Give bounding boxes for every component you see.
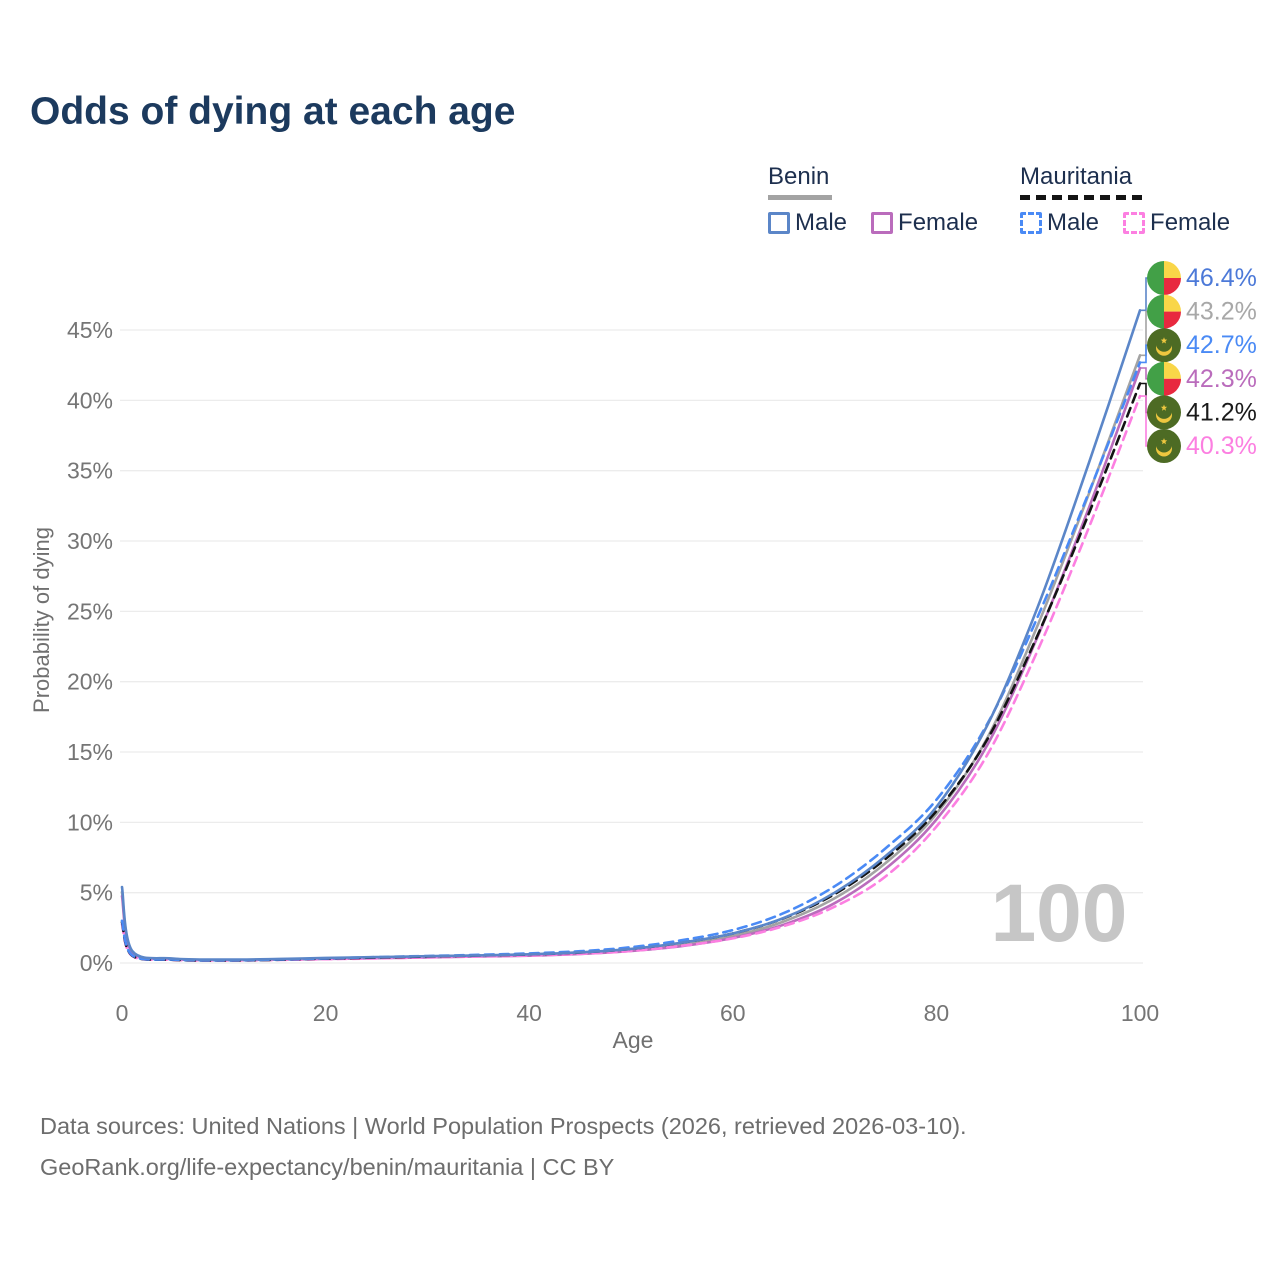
series-line-mauritania-female[interactable] — [120, 394, 1142, 962]
end-value-label-mauritania-both-sexes: 41.2% — [1186, 398, 1257, 426]
benin-green-band — [1147, 361, 1164, 396]
benin-yellow-band — [1164, 361, 1181, 379]
benin-green-band — [1147, 261, 1164, 295]
y-tick-label: 20% — [67, 669, 113, 695]
leader-line — [1140, 395, 1148, 447]
x-tick-label: 40 — [516, 1000, 542, 1026]
legend-items-mauritania: Male Female — [1020, 209, 1230, 237]
y-tick-label: 30% — [67, 528, 113, 554]
legend-item-label: Female — [898, 209, 979, 236]
flag-icon-mauritania — [1147, 429, 1181, 463]
flag-icon-mauritania — [1147, 328, 1181, 363]
x-tick-label: 0 — [116, 1000, 129, 1026]
leader-line — [1140, 277, 1148, 312]
y-tick-label: 35% — [67, 458, 113, 484]
x-tick-label: 80 — [924, 1000, 950, 1026]
benin-green-band — [1147, 294, 1164, 329]
checkbox-icon-mauritania-male[interactable] — [1020, 212, 1042, 234]
flag-icon-benin — [1147, 361, 1181, 396]
crescent-mask — [1156, 436, 1172, 453]
star-icon — [1160, 404, 1168, 411]
end-value-label-mauritania-female: 40.3% — [1186, 432, 1257, 460]
footer: Data sources: United Nations | World Pop… — [40, 1106, 967, 1188]
benin-red-band — [1164, 378, 1181, 396]
series-line-benin-male[interactable] — [120, 309, 1142, 961]
y-tick-label: 25% — [67, 598, 113, 624]
series-line-mauritania-male[interactable] — [120, 361, 1142, 962]
flag-icon-mauritania — [1147, 395, 1181, 430]
y-axis-title: Probability of dying — [29, 527, 54, 713]
checkbox-icon-benin-female[interactable] — [871, 212, 894, 234]
x-tick-label: 60 — [720, 1000, 746, 1026]
x-tick-label: 100 — [1121, 1000, 1159, 1026]
benin-red-band — [1164, 278, 1181, 295]
hover-age-watermark: 100 — [991, 868, 1128, 959]
legend-item-benin-male[interactable]: Male — [768, 209, 847, 237]
end-value-label-benin-male: 46.4% — [1186, 264, 1257, 292]
end-value-label-benin-both-sexes: 43.2% — [1186, 298, 1257, 326]
legend-country-benin[interactable]: Benin — [768, 163, 830, 190]
y-tick-label: 10% — [67, 809, 113, 835]
star-icon — [1160, 337, 1168, 344]
y-tick-label: 5% — [80, 880, 113, 906]
end-value-label-mauritania-male: 42.7% — [1186, 331, 1257, 359]
legend-item-mauritania-female[interactable]: Female — [1123, 209, 1230, 237]
legend-items-benin: Male Female — [768, 209, 978, 237]
chart-title: Odds of dying at each age — [30, 90, 516, 133]
benin-yellow-band — [1164, 294, 1181, 312]
y-tick-label: 40% — [67, 387, 113, 413]
mauritania-line-style-swatch — [1020, 195, 1142, 200]
y-tick-label: 45% — [67, 317, 113, 343]
y-tick-label: 15% — [67, 739, 113, 765]
checkbox-icon-mauritania-female[interactable] — [1123, 212, 1146, 234]
end-value-label-benin-female: 42.3% — [1186, 365, 1257, 393]
footer-data-sources: Data sources: United Nations | World Pop… — [40, 1113, 967, 1139]
legend-item-label: Female — [1150, 209, 1231, 236]
x-tick-label: 20 — [313, 1000, 339, 1026]
benin-line-style-swatch — [768, 195, 832, 200]
series-line-benin-female[interactable] — [120, 366, 1142, 962]
crescent-mask — [1156, 402, 1172, 419]
legend-item-label: Male — [795, 209, 848, 236]
flag-icon-benin — [1147, 294, 1181, 329]
legend-group-benin: Benin Male Female — [768, 163, 978, 237]
legend-item-mauritania-male[interactable]: Male — [1020, 209, 1099, 237]
x-axis-title: Age — [613, 1027, 654, 1053]
legend-item-label: Male — [1047, 209, 1100, 236]
leader-line — [1140, 344, 1148, 364]
benin-red-band — [1164, 311, 1181, 329]
leader-line — [1140, 367, 1148, 380]
legend-group-mauritania: Mauritania Male Female — [1020, 163, 1230, 237]
y-tick-label: 0% — [80, 950, 113, 976]
flag-icon-benin — [1147, 261, 1181, 295]
legend-item-benin-female[interactable]: Female — [871, 209, 978, 237]
crescent-mask — [1156, 335, 1172, 352]
footer-attribution: GeoRank.org/life-expectancy/benin/maurit… — [40, 1154, 615, 1180]
star-icon — [1160, 438, 1168, 445]
benin-yellow-band — [1164, 261, 1181, 278]
series-line-benin-both-sexes[interactable] — [120, 354, 1142, 962]
legend-country-mauritania[interactable]: Mauritania — [1020, 163, 1133, 190]
checkbox-icon-benin-male[interactable] — [768, 212, 790, 234]
